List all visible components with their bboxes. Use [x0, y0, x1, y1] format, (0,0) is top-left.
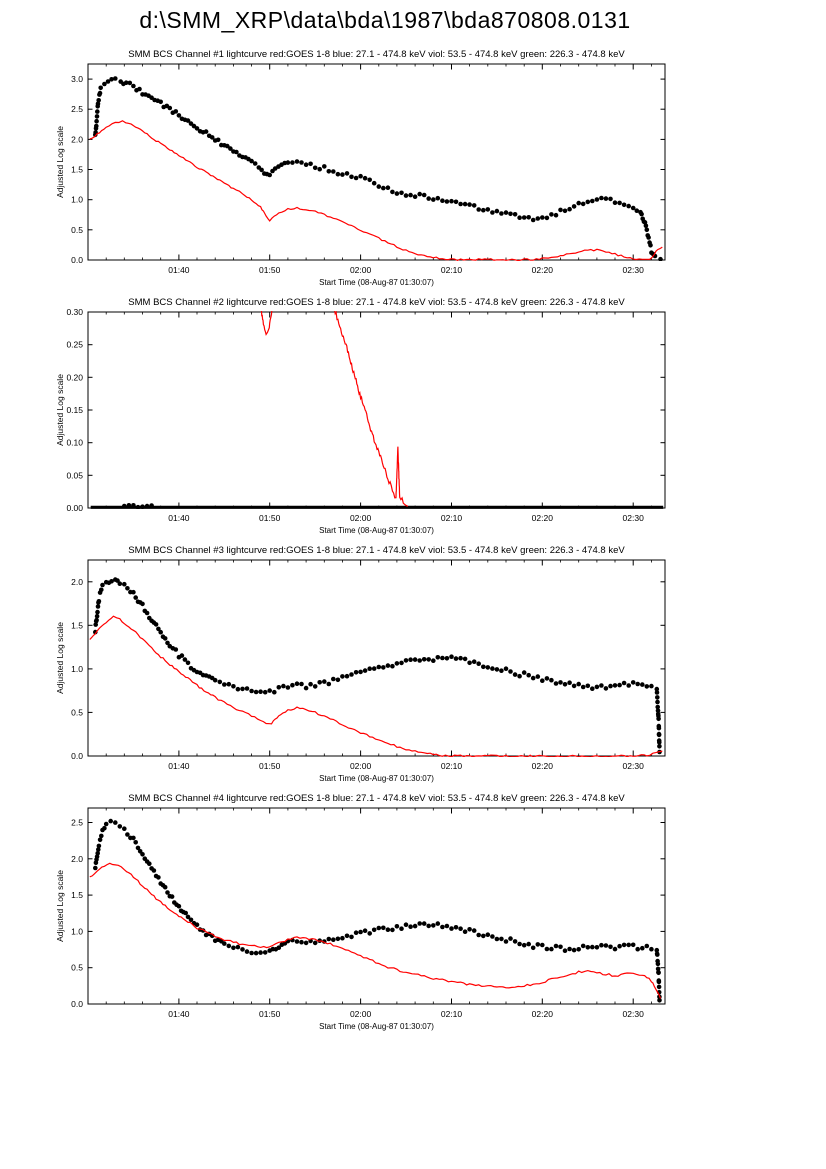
series-goes-1-8: [260, 311, 409, 507]
x-tick-label: 02:00: [350, 761, 372, 771]
x-tick-label: 02:00: [350, 265, 372, 275]
y-tick-label: 0.5: [71, 963, 83, 973]
chart-title: SMM BCS Channel #3 lightcurve red:GOES 1…: [128, 545, 625, 556]
x-tick-label: 01:50: [259, 265, 281, 275]
y-tick-label: 3.0: [71, 74, 83, 84]
y-tick-label: 2.0: [71, 854, 83, 864]
x-tick-label: 01:40: [168, 761, 190, 771]
y-tick-label: 1.5: [71, 890, 83, 900]
x-tick-label: 02:30: [623, 513, 645, 523]
y-tick-label: 0.30: [66, 307, 83, 317]
y-tick-label: 0.15: [66, 405, 83, 415]
x-tick-label: 02:00: [350, 1009, 372, 1019]
y-tick-label: 1.5: [71, 165, 83, 175]
x-tick-label: 02:10: [441, 761, 463, 771]
x-tick-label: 02:10: [441, 513, 463, 523]
y-tick-label: 2.5: [71, 104, 83, 114]
x-tick-label: 01:50: [259, 513, 281, 523]
series-goes-1-8: [89, 120, 663, 261]
x-tick-label: 01:40: [168, 265, 190, 275]
y-tick-label: 1.5: [71, 620, 83, 630]
series-bcs-channel-2: [122, 503, 154, 509]
series-bcs-channel-4: [93, 818, 662, 1003]
y-tick-label: 0.0: [71, 999, 83, 1009]
x-tick-label: 02:10: [441, 1009, 463, 1019]
y-tick-label: 1.0: [71, 195, 83, 205]
y-tick-label: 2.0: [71, 577, 83, 587]
chart-panel-4: SMM BCS Channel #4 lightcurve red:GOES 1…: [55, 793, 666, 1031]
y-tick-label: 0.05: [66, 470, 83, 480]
x-tick-label: 02:10: [441, 265, 463, 275]
x-tick-label: 02:20: [532, 1009, 554, 1019]
x-tick-label: 01:40: [168, 1009, 190, 1019]
chart-title: SMM BCS Channel #4 lightcurve red:GOES 1…: [128, 793, 625, 804]
x-tick-label: 02:20: [532, 513, 554, 523]
chart-row-4: SMM BCS Channel #4 lightcurve red:GOES 1…: [0, 788, 826, 1036]
chart-title: SMM BCS Channel #2 lightcurve red:GOES 1…: [128, 297, 625, 308]
chart-row-3: SMM BCS Channel #3 lightcurve red:GOES 1…: [0, 540, 826, 788]
x-tick-label: 02:30: [623, 1009, 645, 1019]
y-axis-label: Adjusted Log scale: [55, 870, 65, 942]
y-tick-label: 0.10: [66, 438, 83, 448]
y-tick-label: 0.0: [71, 255, 83, 265]
chart-row-1: SMM BCS Channel #1 lightcurve red:GOES 1…: [0, 44, 826, 292]
y-tick-label: 0.5: [71, 225, 83, 235]
y-axis-label: Adjusted Log scale: [55, 126, 65, 198]
charts-container: SMM BCS Channel #1 lightcurve red:GOES 1…: [0, 44, 826, 1036]
chart-panel-1: SMM BCS Channel #1 lightcurve red:GOES 1…: [55, 49, 666, 287]
y-axis-label: Adjusted Log scale: [55, 374, 65, 446]
series-bcs-channel-3: [93, 577, 662, 755]
y-tick-label: 1.0: [71, 926, 83, 936]
y-tick-label: 0.0: [71, 751, 83, 761]
series-goes-1-8: [89, 862, 662, 999]
x-axis-label: Start Time (08-Aug-87 01:30:07): [319, 526, 434, 535]
x-tick-label: 02:30: [623, 265, 645, 275]
y-axis-label: Adjusted Log scale: [55, 622, 65, 694]
y-tick-label: 0.00: [66, 503, 83, 513]
x-tick-label: 02:30: [623, 761, 645, 771]
page-title: d:\SMM_XRP\data\bda\1987\bda870808.0131: [139, 7, 631, 33]
y-tick-label: 1.0: [71, 664, 83, 674]
y-tick-label: 0.25: [66, 340, 83, 350]
axes: 01:40 01:50 02:00 02:10 02:20 02:30 0.0 0.5 1.0 1…: [55, 63, 666, 287]
axes: 01:40 01:50 02:00 02:10 02:20 02:30 0.00 0.05 0.…: [55, 307, 666, 535]
series-goes-1-8: [89, 615, 663, 757]
x-tick-label: 02:20: [532, 761, 554, 771]
axes: 01:40 01:50 02:00 02:10 02:20 02:30 0.0 0.5 1.0 1…: [55, 807, 666, 1031]
axes: 01:40 01:50 02:00 02:10 02:20 02:30 0.0 0.5 1.0 1…: [55, 559, 666, 783]
x-tick-label: 02:00: [350, 513, 372, 523]
x-tick-label: 02:20: [532, 265, 554, 275]
x-axis-label: Start Time (08-Aug-87 01:30:07): [319, 278, 434, 287]
x-axis-label: Start Time (08-Aug-87 01:30:07): [319, 774, 434, 783]
chart-panel-2: SMM BCS Channel #2 lightcurve red:GOES 1…: [55, 297, 666, 535]
x-tick-label: 01:40: [168, 513, 190, 523]
chart-panel-3: SMM BCS Channel #3 lightcurve red:GOES 1…: [55, 545, 666, 783]
chart-title: SMM BCS Channel #1 lightcurve red:GOES 1…: [128, 49, 625, 60]
series-bcs-channel-1: [93, 76, 663, 261]
x-tick-label: 01:50: [259, 761, 281, 771]
y-tick-label: 2.5: [71, 818, 83, 828]
chart-row-2: SMM BCS Channel #2 lightcurve red:GOES 1…: [0, 292, 826, 540]
x-axis-label: Start Time (08-Aug-87 01:30:07): [319, 1022, 434, 1031]
y-tick-label: 0.5: [71, 707, 83, 717]
x-tick-label: 01:50: [259, 1009, 281, 1019]
y-tick-label: 0.20: [66, 372, 83, 382]
y-tick-label: 2.0: [71, 134, 83, 144]
